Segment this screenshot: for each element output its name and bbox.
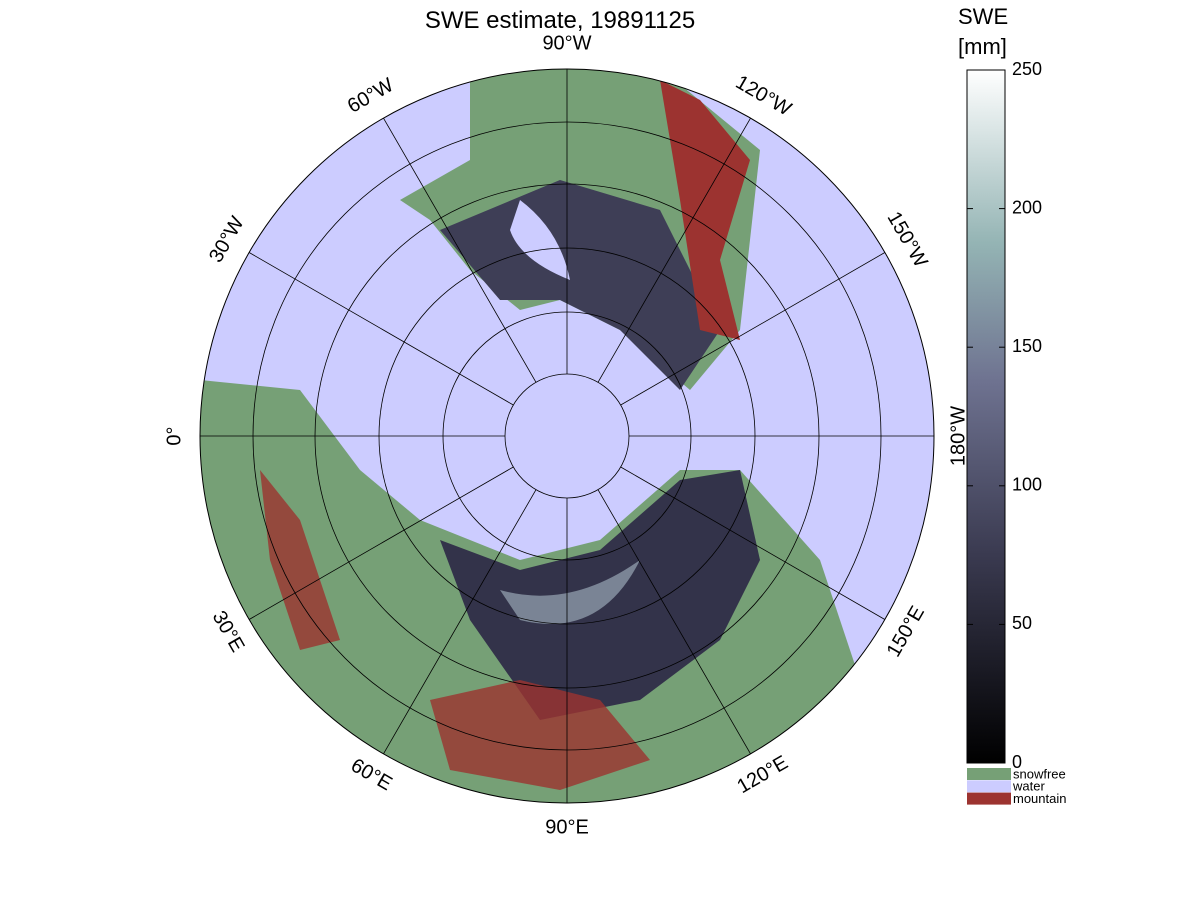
meridian <box>620 466 886 620</box>
legend-swatch <box>967 792 1011 805</box>
map <box>200 69 934 803</box>
map-frame <box>199 68 935 804</box>
colorbar-tick-label: 100 <box>1012 475 1042 495</box>
legend-label: snowfree <box>1013 766 1066 781</box>
legend-label: water <box>1012 779 1045 794</box>
meridian <box>383 117 537 383</box>
colorbar-tick-label: 250 <box>1012 59 1042 79</box>
longitude-label: 90°W <box>542 32 591 54</box>
colorbar-tick-label: 50 <box>1012 613 1032 633</box>
longitude-label: 60°W <box>344 74 398 118</box>
legend-label: mountain <box>1013 791 1066 806</box>
legend-swatch <box>967 780 1011 793</box>
longitude-label: 180°W <box>947 406 969 466</box>
colorbar <box>966 69 1006 764</box>
meridian <box>383 489 537 755</box>
colorbar-tick-label: 0 <box>1012 752 1022 772</box>
meridian <box>248 252 514 406</box>
longitude-label: 60°E <box>347 754 396 795</box>
longitude-label: 0° <box>163 426 185 445</box>
meridian <box>248 466 514 620</box>
meridian <box>620 252 886 406</box>
longitude-label: 30°W <box>205 213 249 267</box>
colorbar-tick-label: 150 <box>1012 336 1042 356</box>
colorbar-title: [mm] <box>958 34 1007 59</box>
meridian <box>597 489 751 755</box>
colorbar-tick-label: 200 <box>1012 197 1042 217</box>
colorbar-title: SWE <box>958 4 1008 29</box>
meridian <box>597 117 751 383</box>
longitude-label: 30°E <box>208 607 249 656</box>
longitude-label: 90°E <box>545 816 589 838</box>
legend-swatch <box>967 768 1011 780</box>
map-title: SWE estimate, 19891125 <box>425 7 695 34</box>
